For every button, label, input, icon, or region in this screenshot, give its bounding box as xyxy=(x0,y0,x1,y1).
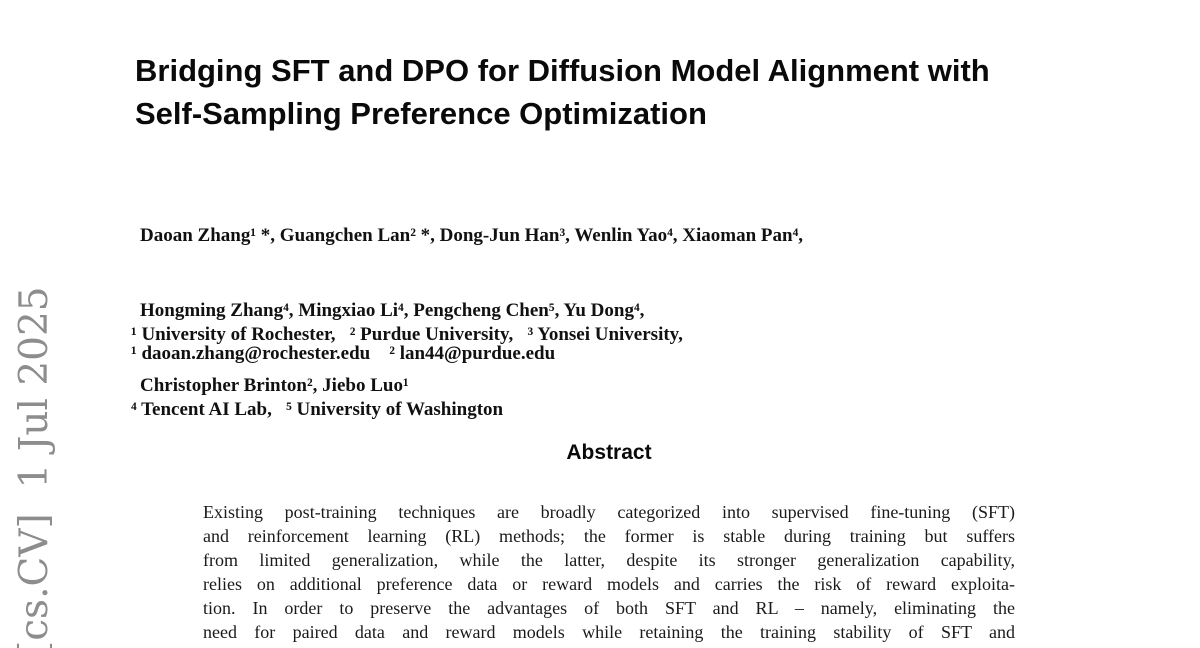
affiliation-list: ¹ University of Rochester, ² Purdue Univ… xyxy=(131,272,683,472)
paper-title: Bridging SFT and DPO for Diffusion Model… xyxy=(135,49,990,135)
affiliation-line-1: ¹ University of Rochester, ² Purdue Univ… xyxy=(131,324,683,345)
abstract-text: Existing post-training techniques are br… xyxy=(203,500,1015,644)
author-line-2: Hongming Zhang⁴, Mingxiao Li⁴, Pengcheng… xyxy=(140,300,645,321)
abstract-heading: Abstract xyxy=(566,441,652,464)
abstract-line-1: Existing post-training techniques are br… xyxy=(203,502,1015,522)
paper-title-line-1: Bridging SFT and DPO for Diffusion Model… xyxy=(135,53,990,88)
contact-emails: ¹ daoan.zhang@rochester.edu ² lan44@purd… xyxy=(131,343,556,364)
paper-title-line-2: Self-Sampling Preference Optimization xyxy=(135,96,707,131)
abstract-line-3: from limited generalization, while the l… xyxy=(203,550,1015,570)
abstract-line-2: and reinforcement learning (RL) methods;… xyxy=(203,526,1015,546)
arxiv-watermark: [cs.CV] 1 Jul 2025 xyxy=(12,286,57,648)
author-line-1: Daoan Zhang¹ *, Guangchen Lan² *, Dong-J… xyxy=(140,225,804,246)
abstract-line-5: tion. In order to preserve the advantage… xyxy=(203,598,1015,618)
author-line-3: Christopher Brinton², Jiebo Luo¹ xyxy=(140,375,409,396)
abstract-line-6: need for paired data and reward models w… xyxy=(203,622,1015,642)
author-list: Daoan Zhang¹ *, Guangchen Lan² *, Dong-J… xyxy=(140,173,803,448)
abstract-line-4: relies on additional preference data or … xyxy=(203,574,1015,594)
affiliation-line-2: ⁴ Tencent AI Lab, ⁵ University of Washin… xyxy=(131,399,504,420)
